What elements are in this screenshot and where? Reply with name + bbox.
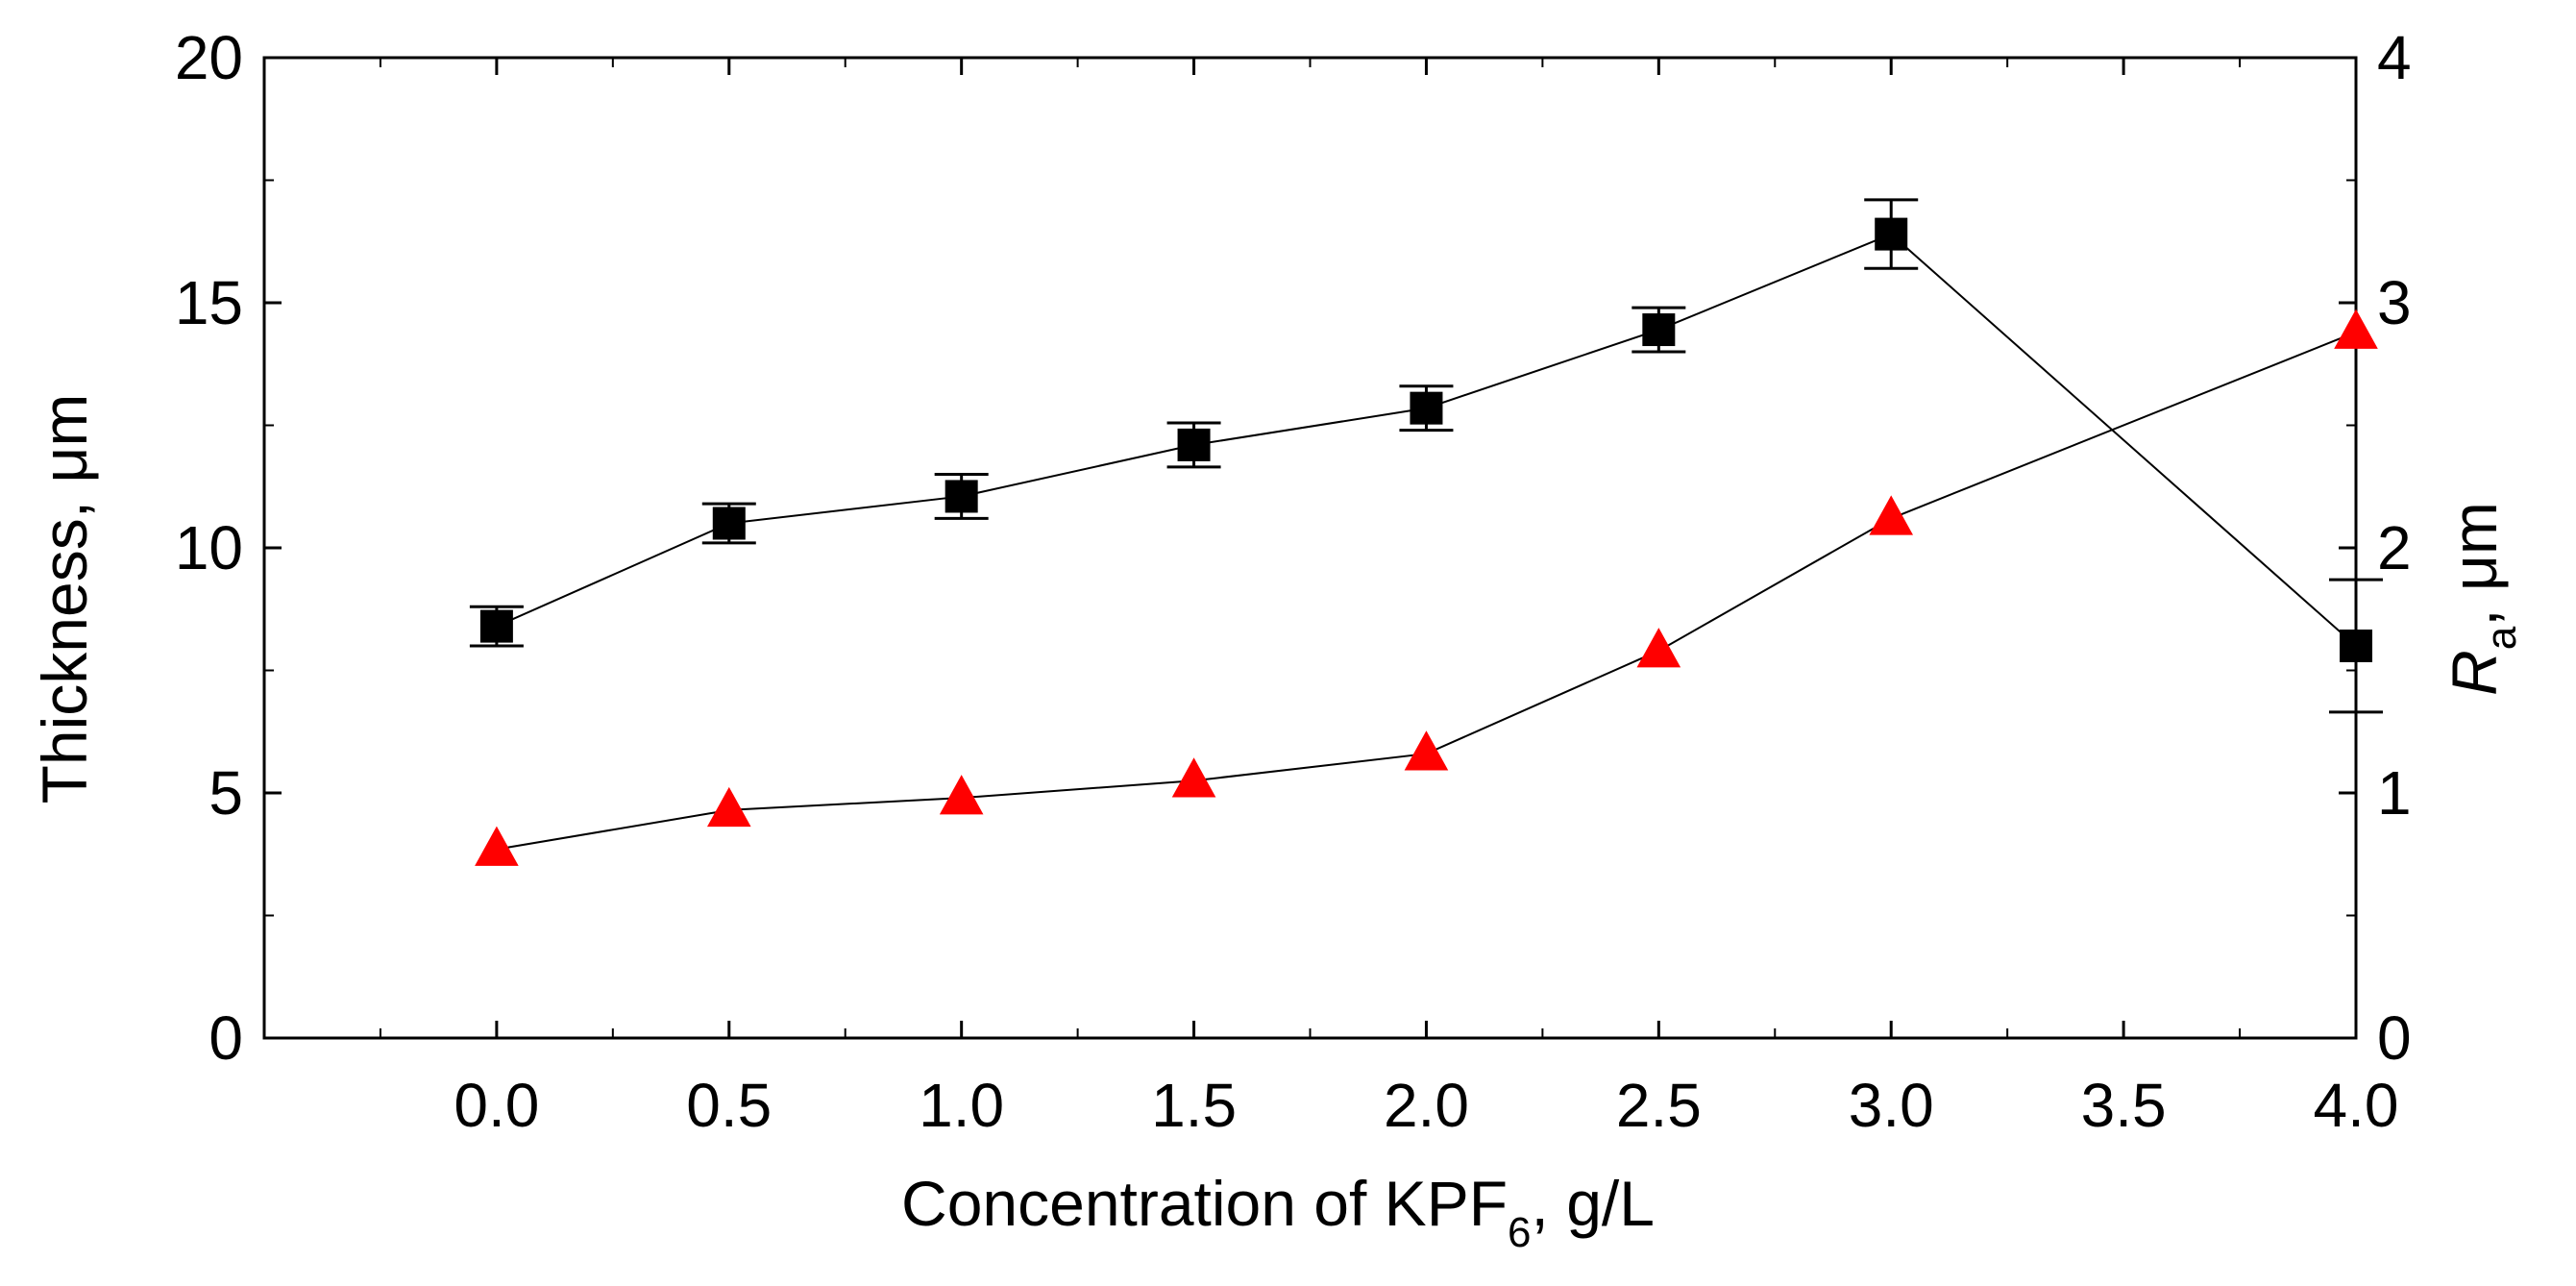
square-marker xyxy=(712,507,746,540)
plot-frame xyxy=(262,56,2358,1040)
triangle-marker xyxy=(1869,495,1914,535)
y-right-tick-label: 3 xyxy=(2377,268,2412,337)
x-tick-label: 0.5 xyxy=(686,1071,772,1140)
error-bars xyxy=(469,198,2383,714)
triangle-marker xyxy=(475,826,519,866)
x-tick-label: 0.0 xyxy=(454,1071,539,1140)
y-axis-right-title: Ra, μm xyxy=(2439,502,2525,696)
y-right-tick-label: 0 xyxy=(2377,1003,2412,1073)
ticks xyxy=(264,56,2358,1040)
y-right-tick-label: 2 xyxy=(2377,513,2412,582)
square-marker xyxy=(1875,217,1908,251)
x-tick-label: 2.0 xyxy=(1384,1071,1469,1140)
y-left-tick-label: 5 xyxy=(209,758,243,828)
y-right-tick-label: 1 xyxy=(2377,758,2412,828)
triangle-marker xyxy=(1171,757,1216,798)
series-2-line xyxy=(496,331,2357,851)
y-left-tick-label: 0 xyxy=(209,1003,243,1073)
x-tick-label: 1.0 xyxy=(919,1071,1004,1140)
square-marker xyxy=(1642,313,1676,347)
x-tick-label: 3.5 xyxy=(2081,1071,2167,1140)
x-tick-label: 3.0 xyxy=(1849,1071,1934,1140)
x-axis-title-subscript: 6 xyxy=(1508,1209,1531,1256)
y-right-tick-label: 4 xyxy=(2377,23,2412,92)
markers xyxy=(475,217,2378,866)
y-axis-right-title-subscript: a xyxy=(2478,626,2525,650)
square-marker xyxy=(2340,630,2372,662)
triangle-marker xyxy=(939,775,984,815)
x-tick-label: 4.0 xyxy=(2314,1071,2399,1140)
axes xyxy=(262,56,2358,1040)
triangle-marker xyxy=(1404,730,1449,771)
y-left-tick-label: 20 xyxy=(175,23,243,92)
square-marker xyxy=(1410,391,1443,425)
triangle-marker xyxy=(1636,628,1681,668)
triangle-marker xyxy=(706,786,751,828)
series-lines xyxy=(496,233,2357,851)
square-marker xyxy=(479,609,513,643)
square-marker xyxy=(1177,428,1211,461)
x-tick-label: 2.5 xyxy=(1616,1071,1702,1140)
series-1-line xyxy=(496,233,2357,647)
x-tick-label: 1.5 xyxy=(1151,1071,1237,1140)
y-axis-left-title: Thickness, μm xyxy=(29,394,100,804)
x-axis-title: Concentration of KPF6, g/L xyxy=(901,1168,1655,1256)
square-marker xyxy=(945,480,978,513)
triangle-marker xyxy=(2334,309,2378,349)
y-left-tick-label: 15 xyxy=(175,268,243,337)
y-left-tick-label: 10 xyxy=(175,513,243,582)
